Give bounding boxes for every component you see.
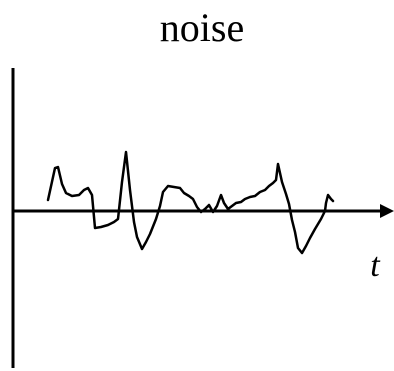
- time-axis-label: t: [370, 247, 381, 284]
- noise-signal-curve: [46, 150, 335, 255]
- diagram-title: noise: [160, 5, 244, 50]
- horizontal-axis-arrowhead: [380, 204, 394, 218]
